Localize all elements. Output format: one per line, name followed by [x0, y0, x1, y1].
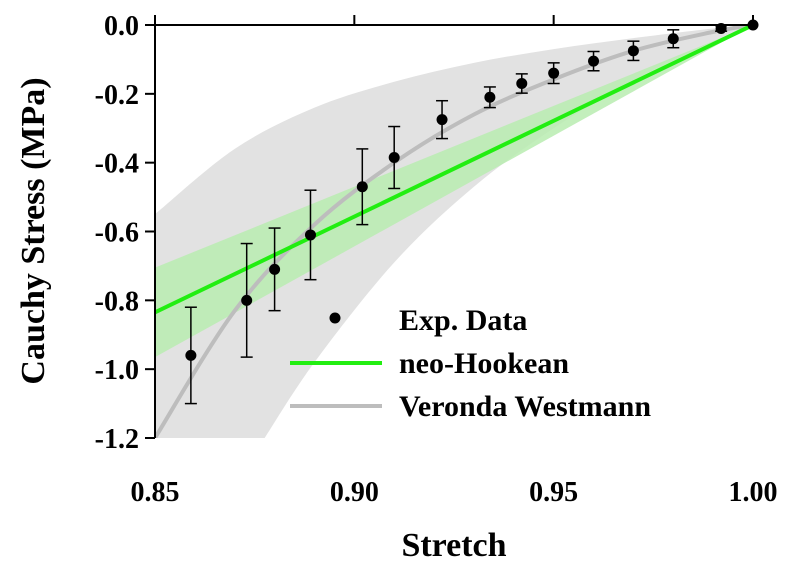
legend-label: Veronda Westmann — [399, 390, 651, 423]
y-axis-title: Cauchy Stress (MPa) — [15, 77, 52, 384]
y-tick-label: 0.0 — [104, 11, 139, 42]
x-tick-label: 0.90 — [330, 477, 379, 508]
veronda-westmann-band — [155, 25, 753, 438]
x-tick-label: 0.95 — [529, 477, 578, 508]
data-point — [185, 349, 197, 361]
data-point — [484, 91, 496, 103]
legend-label: neo-Hookean — [399, 347, 569, 380]
data-point — [667, 33, 679, 45]
data-point — [588, 55, 600, 67]
x-tick-label: 1.00 — [729, 477, 778, 508]
neo-hookean-line — [155, 25, 753, 315]
y-tick-label: -0.4 — [95, 149, 139, 180]
data-point — [304, 229, 316, 241]
x-axis-title: Stretch — [401, 527, 506, 564]
legend-marker — [329, 312, 341, 324]
data-point — [436, 114, 448, 126]
y-tick-label: -1.0 — [95, 355, 139, 386]
y-tick-label: -0.6 — [95, 218, 139, 249]
legend-label: Exp. Data — [399, 304, 527, 337]
neo-hookean-band — [155, 25, 753, 358]
data-point — [516, 78, 528, 90]
y-tick-label: -0.8 — [95, 286, 139, 317]
data-point — [388, 152, 400, 164]
y-tick-label: -0.2 — [95, 80, 139, 111]
x-tick-label: 0.85 — [131, 477, 180, 508]
data-point — [627, 45, 639, 57]
data-point — [548, 67, 560, 79]
y-tick-label: -1.2 — [95, 424, 139, 455]
data-point — [269, 263, 281, 275]
data-point — [356, 181, 368, 193]
data-point — [241, 294, 253, 306]
